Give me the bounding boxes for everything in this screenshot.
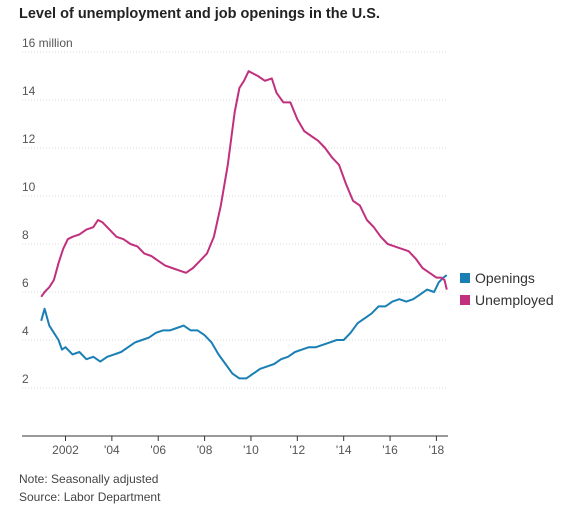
x-axis: 2002 '04 '06 '08 '10 '12 '14 '16 '18 [22, 435, 448, 457]
x-tick-label-2014: '14 [336, 443, 352, 457]
y-tick-label-6: 6 [22, 276, 29, 290]
y-tick-label-4: 4 [22, 324, 29, 338]
x-tick-label-2012: '12 [289, 443, 305, 457]
chart-title: Level of unemployment and job openings i… [19, 6, 380, 22]
y-tick-label-14: 14 [22, 84, 36, 98]
series-line-unemployed [40, 70, 448, 298]
legend-label-unemployed: Unemployed [475, 292, 554, 308]
source-text: Source: Labor Department [19, 490, 161, 504]
note-text: Note: Seasonally adjusted [19, 472, 159, 486]
x-tick-label-2010: '10 [243, 443, 259, 457]
openings-swatch [460, 273, 470, 283]
series-lines [40, 70, 448, 380]
y-tick-label-2: 2 [22, 372, 29, 386]
legend-item-openings: Openings [460, 267, 554, 289]
y-axis-labels: 2 4 6 8 10 12 14 16 million [22, 36, 73, 386]
legend: Openings Unemployed [460, 267, 554, 311]
series-line-openings [40, 274, 448, 380]
legend-label-openings: Openings [475, 270, 535, 286]
y-tick-label-10: 10 [22, 180, 36, 194]
unemployed-swatch [460, 295, 470, 305]
x-tick-label-2018: '18 [429, 443, 445, 457]
x-tick-label-2008: '08 [197, 443, 213, 457]
x-tick-label-2002: 2002 [52, 443, 79, 457]
x-tick-label-2004: '04 [104, 443, 120, 457]
legend-item-unemployed: Unemployed [460, 289, 554, 311]
gridlines [22, 51, 448, 389]
chart-notes: Note: Seasonally adjusted Source: Labor … [19, 470, 160, 506]
y-tick-label-16: 16 million [22, 36, 73, 50]
x-tick-label-2016: '16 [382, 443, 398, 457]
x-tick-label-2006: '06 [150, 443, 166, 457]
y-tick-label-8: 8 [22, 228, 29, 242]
y-tick-label-12: 12 [22, 132, 36, 146]
